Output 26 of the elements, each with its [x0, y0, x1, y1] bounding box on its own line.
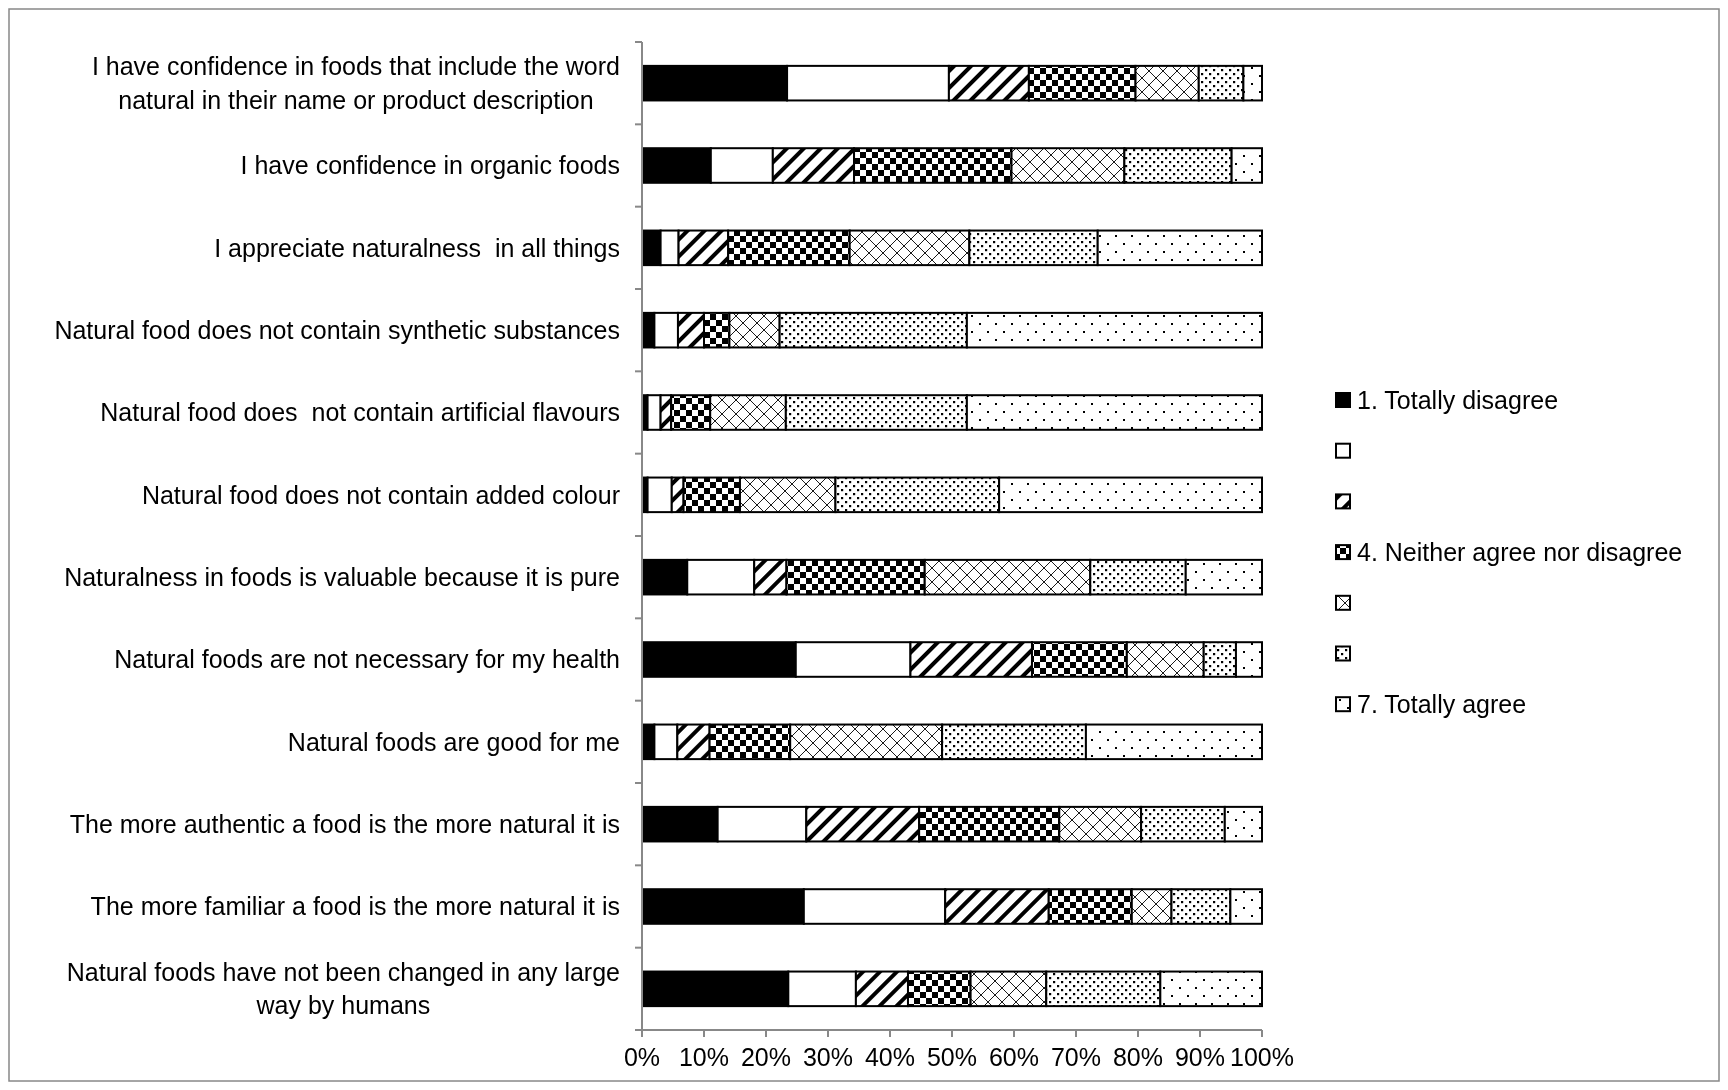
y-tick-label: Natural food does not contain synthetic substances	[54, 315, 620, 344]
x-tick-label: 50%	[926, 1043, 978, 1071]
y-tick-label: Natural foods are not necessary for my health	[114, 645, 620, 674]
x-tick-label: 10%	[678, 1043, 730, 1071]
legend-label: 7. Totally agree	[1357, 689, 1527, 718]
legend-label: 1. Totally disagree	[1357, 385, 1559, 414]
y-tick-label: Natural foods are good for me	[287, 727, 621, 756]
y-tick-label: Natural foods have not been changed in any large way by humans	[66, 957, 621, 1020]
x-tick-label: 90%	[1174, 1043, 1226, 1071]
y-tick-label: Natural food does not contain added colour	[141, 480, 621, 509]
x-tick-label: 40%	[864, 1043, 916, 1071]
y-tick-label: I have confidence in foods that include the word natural in their name or product description	[91, 52, 620, 114]
y-tick-label: The more authentic a food is the more natural it is	[69, 809, 620, 838]
x-tick-label: 70%	[1050, 1043, 1102, 1071]
y-tick-label: Natural food does not contain artificial flavours	[100, 398, 620, 427]
legend-label: 4. Neither agree nor disagree	[1357, 537, 1683, 566]
y-tick-label: Naturalness in foods is valuable because it is pure	[64, 562, 620, 591]
x-tick-label: 100%	[1230, 1043, 1294, 1071]
x-tick-label: 60%	[988, 1043, 1040, 1071]
x-tick-label: 80%	[1112, 1043, 1164, 1071]
x-tick-label: 20%	[740, 1043, 792, 1071]
y-tick-label: I have confidence in organic foods	[240, 151, 620, 180]
x-tick-label: 30%	[802, 1043, 854, 1071]
y-tick-label: I appreciate naturalness in all things	[214, 233, 621, 262]
x-tick-label: 0%	[623, 1043, 661, 1071]
y-tick-label: The more familiar a food is the more natural it is	[90, 892, 620, 921]
